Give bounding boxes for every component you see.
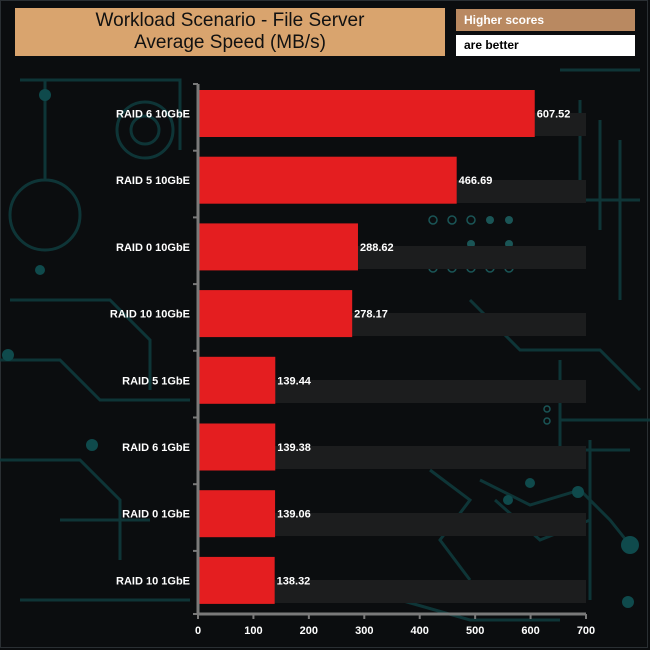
category-label-7: RAID 10 1GbE — [116, 575, 190, 587]
bar-4 — [198, 356, 276, 404]
category-label-1: RAID 5 10GbE — [116, 175, 190, 187]
value-label-4: 139.44 — [277, 375, 312, 387]
value-label-6: 139.06 — [277, 509, 311, 521]
bar-6 — [198, 490, 276, 538]
chart-title-line1: Workload Scenario - File Server — [95, 10, 365, 31]
x-tick-label-1: 100 — [244, 625, 262, 637]
category-label-4: RAID 5 1GbE — [122, 375, 190, 387]
category-label-3: RAID 10 10GbE — [110, 309, 190, 321]
bar-3 — [198, 290, 353, 338]
value-label-3: 278.17 — [354, 309, 388, 321]
category-label-6: RAID 0 1GbE — [122, 509, 190, 521]
chart-title-line2: Average Speed (MB/s) — [134, 32, 326, 53]
value-label-7: 138.32 — [277, 575, 311, 587]
bar-0 — [198, 90, 535, 137]
x-tick-label-0: 0 — [195, 625, 201, 637]
bar-5 — [198, 423, 276, 471]
category-label-2: RAID 0 10GbE — [116, 242, 190, 254]
value-label-5: 139.38 — [277, 442, 311, 454]
value-label-0: 607.52 — [537, 109, 571, 121]
value-label-1: 466.69 — [459, 175, 493, 187]
x-tick-label-6: 600 — [521, 625, 539, 637]
category-label-5: RAID 6 1GbE — [122, 442, 190, 454]
x-tick-label-7: 700 — [577, 625, 595, 637]
bar-1 — [198, 156, 457, 204]
legend-are-better: are better — [456, 35, 635, 56]
x-tick-label-5: 500 — [466, 625, 484, 637]
bar-7 — [198, 556, 275, 604]
x-tick-label-4: 400 — [411, 625, 429, 637]
value-label-2: 288.62 — [360, 242, 394, 254]
chart-title: Workload Scenario - File Server Average … — [15, 8, 445, 56]
x-tick-label-2: 200 — [300, 625, 318, 637]
bar-2 — [198, 223, 358, 271]
category-label-0: RAID 6 10GbE — [116, 109, 190, 121]
legend-higher-scores: Higher scores — [456, 9, 635, 31]
x-tick-label-3: 300 — [355, 625, 373, 637]
